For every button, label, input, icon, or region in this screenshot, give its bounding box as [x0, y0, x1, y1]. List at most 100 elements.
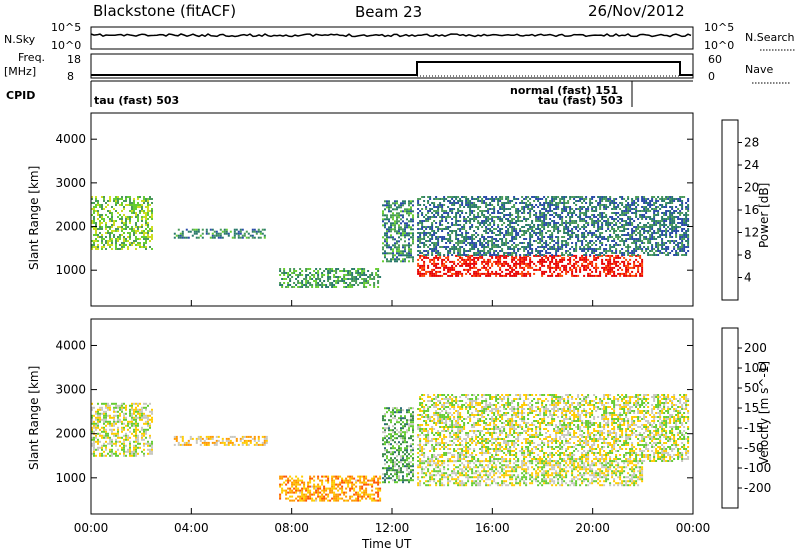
heatmap-cell — [247, 232, 250, 235]
heatmap-cell — [665, 220, 668, 222]
heatmap-cell — [394, 204, 396, 207]
heatmap-cell — [519, 210, 522, 212]
heatmap-cell — [537, 198, 540, 200]
heatmap-cell — [390, 228, 392, 231]
heatmap-cell — [95, 204, 97, 206]
heatmap-cell — [527, 208, 530, 210]
heatmap-cell — [621, 224, 624, 226]
heatmap-cell — [565, 208, 568, 210]
heatmap-cell — [597, 238, 600, 240]
heatmap-cell — [545, 198, 548, 200]
heatmap-cell — [429, 248, 432, 250]
heatmap-cell — [103, 218, 105, 220]
heatmap-cell — [665, 202, 668, 204]
heatmap-cell — [565, 242, 568, 244]
heatmap-cell — [145, 422, 147, 425]
heatmap-cell — [95, 232, 97, 234]
heatmap-cell — [109, 234, 111, 236]
heatmap-cell — [101, 234, 103, 236]
heatmap-cell — [91, 240, 93, 242]
heatmap-cell — [253, 230, 256, 233]
heatmap-cell — [645, 216, 648, 218]
heatmap-cell — [396, 248, 398, 251]
heatmap-cell — [603, 206, 606, 208]
heatmap-cell — [533, 206, 536, 208]
heatmap-cell — [99, 432, 101, 435]
heatmap-cell — [489, 228, 492, 230]
heatmap-cell — [463, 242, 466, 244]
heatmap-cell — [113, 416, 115, 419]
heatmap-cell — [663, 212, 666, 214]
heatmap-cell — [491, 220, 494, 222]
heatmap-cell — [615, 230, 618, 232]
heatmap-cell — [655, 220, 658, 222]
heatmap-cell — [469, 218, 472, 220]
heatmap-cell — [115, 404, 117, 407]
heatmap-cell — [299, 489, 302, 492]
heatmap-cell — [481, 202, 484, 204]
heatmap-cell — [537, 206, 540, 208]
heatmap-cell — [585, 258, 588, 261]
heatmap-cell — [505, 262, 508, 265]
heatmap-cell — [635, 208, 638, 210]
heatmap-cell — [406, 256, 408, 259]
heatmap-cell — [93, 454, 95, 457]
heatmap-cell — [551, 246, 554, 248]
heatmap-cell — [681, 222, 684, 224]
heatmap-cell — [555, 260, 558, 263]
heatmap-cell — [95, 410, 97, 413]
heatmap-cell — [137, 242, 139, 244]
heatmap-cell — [287, 274, 290, 276]
heatmap-cell — [543, 272, 546, 275]
heatmap-cell — [349, 284, 352, 286]
heatmap-cell — [495, 274, 498, 277]
heatmap-cell — [661, 244, 664, 246]
heatmap-cell — [467, 202, 470, 204]
heatmap-cell — [553, 226, 556, 228]
heatmap-cell — [431, 262, 434, 265]
heatmap-cell — [337, 485, 340, 488]
heatmap-cell — [571, 214, 574, 216]
heatmap-cell — [127, 420, 129, 423]
heatmap-cell — [145, 408, 147, 411]
heatmap-cell — [591, 206, 594, 208]
heatmap-cell — [669, 220, 672, 222]
heatmap-cell — [111, 242, 113, 244]
heatmap-cell — [487, 246, 490, 248]
heatmap-cell — [469, 200, 472, 202]
heatmap-cell — [637, 232, 640, 234]
heatmap-cell — [111, 432, 113, 435]
heatmap-cell — [687, 210, 690, 212]
heatmap-cell — [429, 208, 432, 210]
heatmap-cell — [675, 198, 678, 200]
heatmap-cell — [469, 236, 472, 238]
heatmap-cell — [623, 228, 626, 230]
heatmap-cell — [101, 216, 103, 218]
heatmap-cell — [599, 216, 602, 218]
heatmap-cell — [539, 204, 542, 206]
heatmap-cell — [421, 238, 424, 240]
heatmap-cell — [392, 214, 394, 217]
heatmap-cell — [137, 206, 139, 208]
heatmap-cell — [145, 428, 147, 431]
heatmap-cell — [91, 246, 93, 248]
heatmap-cell — [609, 246, 612, 248]
heatmap-cell — [551, 236, 554, 238]
heatmap-cell — [505, 226, 508, 228]
heatmap-cell — [101, 436, 103, 439]
heatmap-cell — [629, 258, 632, 261]
heatmap-cell — [343, 286, 346, 288]
heatmap-cell — [441, 274, 444, 277]
heatmap-cell — [105, 404, 107, 407]
heatmap-cell — [509, 212, 512, 214]
heatmap-cell — [677, 226, 680, 228]
heatmap-cell — [392, 238, 394, 241]
heatmap-cell — [575, 254, 578, 257]
heatmap-cell — [341, 485, 344, 488]
heatmap-cell — [129, 210, 131, 212]
heatmap-cell — [109, 440, 111, 443]
heatmap-cell — [555, 252, 558, 254]
heatmap-cell — [195, 439, 198, 442]
heatmap-cell — [683, 220, 686, 222]
heatmap-cell — [402, 204, 404, 207]
